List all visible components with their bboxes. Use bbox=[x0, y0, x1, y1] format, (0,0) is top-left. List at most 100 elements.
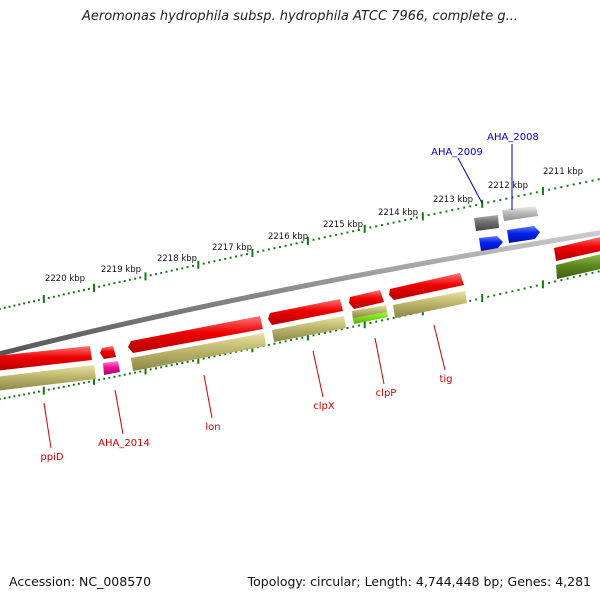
scale-dot bbox=[72, 291, 75, 294]
cds-feature-right-edge[interactable] bbox=[556, 253, 600, 279]
gene-feature-aha-2008[interactable] bbox=[502, 206, 538, 221]
gene-label-clpp[interactable]: clpP bbox=[376, 388, 397, 399]
scale-dot bbox=[579, 182, 581, 185]
gene-feature-clpp[interactable] bbox=[349, 290, 384, 309]
scale-dot bbox=[181, 362, 184, 364]
gene-feature-tig[interactable] bbox=[389, 273, 464, 300]
gene-feature-aha-2009[interactable] bbox=[474, 215, 499, 231]
scale-dot bbox=[155, 273, 157, 276]
scale-dot bbox=[186, 266, 189, 269]
scale-dot bbox=[375, 225, 378, 228]
scale-dot bbox=[585, 273, 588, 276]
scale-major-tick bbox=[541, 187, 544, 195]
scale-dot bbox=[77, 382, 80, 385]
scale-dot bbox=[346, 231, 349, 234]
gene-label-ppid[interactable]: ppiD bbox=[40, 452, 63, 463]
gene-label-clpx[interactable]: clpX bbox=[313, 401, 335, 412]
cds-feature-lon[interactable] bbox=[131, 333, 266, 371]
scale-dot bbox=[113, 375, 116, 378]
scale-dot bbox=[37, 390, 40, 393]
scale-dot bbox=[98, 285, 101, 288]
scale-dot bbox=[240, 349, 243, 352]
cds-feature-ppid[interactable] bbox=[0, 365, 96, 391]
scale-dot bbox=[262, 249, 265, 252]
gene-feature-clpx[interactable] bbox=[268, 299, 343, 325]
scale-dot bbox=[240, 254, 243, 257]
scale-dot bbox=[170, 269, 173, 272]
scale-dot bbox=[256, 250, 259, 253]
scale-dot bbox=[295, 242, 298, 245]
scale-dot bbox=[469, 299, 472, 302]
scale-dot bbox=[529, 192, 532, 195]
scale-dot bbox=[579, 274, 581, 277]
scale-dot bbox=[229, 256, 232, 259]
scale-dot bbox=[37, 299, 40, 302]
scale-label-2217: 2217 kbp bbox=[212, 243, 252, 253]
scale-dot bbox=[572, 276, 575, 279]
scale-dot bbox=[118, 281, 121, 284]
scale-dot bbox=[381, 319, 383, 322]
scale-dot bbox=[517, 288, 520, 291]
cds-feature-aha-2008[interactable] bbox=[507, 226, 540, 243]
gene-label-tig[interactable]: tig bbox=[439, 374, 452, 385]
scale-dot bbox=[318, 333, 321, 336]
cds-feature-clpp[interactable] bbox=[352, 305, 387, 318]
scale-dot bbox=[290, 243, 293, 246]
gene-feature-aha-2014[interactable] bbox=[100, 346, 116, 359]
scale-dot bbox=[47, 388, 50, 391]
scale-dot bbox=[235, 255, 238, 258]
gene-label-aha-2008[interactable]: AHA_2008 bbox=[487, 132, 539, 143]
scale-dot bbox=[410, 217, 412, 220]
gene-label-aha-2014[interactable]: AHA_2014 bbox=[98, 438, 150, 449]
scale-dot bbox=[392, 316, 395, 319]
scale-dot bbox=[103, 377, 106, 380]
scale-label-2218: 2218 kbp bbox=[157, 254, 197, 264]
scale-dot bbox=[82, 289, 85, 291]
scale-dot bbox=[235, 350, 238, 353]
gene-feature-ppid[interactable] bbox=[0, 346, 92, 371]
scale-major-tick bbox=[93, 376, 95, 385]
scale-dot bbox=[3, 397, 6, 400]
scale-dot bbox=[128, 278, 131, 281]
cds-feature-clpx[interactable] bbox=[272, 316, 346, 342]
gene-feature-lon[interactable] bbox=[128, 316, 263, 353]
scale-dot bbox=[218, 259, 221, 262]
scale-dot bbox=[572, 183, 575, 186]
cds-feature-tig[interactable] bbox=[393, 291, 467, 318]
leader-line-aha-2014 bbox=[114, 389, 124, 435]
gene-label-lon[interactable]: lon bbox=[205, 422, 220, 433]
scale-dot bbox=[18, 303, 21, 306]
scale-dot bbox=[213, 260, 216, 263]
scale-dot bbox=[329, 235, 332, 238]
map-title: Aeromonas hydrophila subsp. hydrophila A… bbox=[81, 9, 519, 24]
cds-feature-aha-2014[interactable] bbox=[103, 361, 120, 375]
scale-dot bbox=[329, 330, 332, 333]
scale-dot bbox=[123, 373, 126, 376]
cds-feature-aha-2009[interactable] bbox=[479, 236, 503, 251]
scale-dot bbox=[8, 396, 11, 399]
scale-dot bbox=[566, 277, 569, 280]
scale-dot bbox=[301, 336, 304, 339]
scale-dot bbox=[181, 267, 184, 270]
scale-dot bbox=[487, 201, 490, 204]
scale-dot bbox=[139, 370, 142, 373]
scale-dot bbox=[493, 200, 496, 203]
scale-dot bbox=[279, 246, 281, 248]
scale-dot bbox=[52, 387, 55, 390]
scale-dot bbox=[517, 195, 520, 198]
scale-dot bbox=[33, 300, 35, 303]
scale-dot bbox=[176, 268, 178, 271]
gene-label-aha-2009[interactable]: AHA_2009 bbox=[431, 147, 483, 158]
scale-dot bbox=[57, 386, 60, 389]
genome-summary: Topology: circular; Length: 4,744,448 bp… bbox=[247, 574, 591, 589]
scale-dot bbox=[535, 284, 538, 287]
leader-line-clpp bbox=[374, 337, 385, 385]
gene-feature-right-edge[interactable] bbox=[554, 236, 600, 261]
scale-dot bbox=[202, 262, 205, 265]
leader-line-tig bbox=[433, 324, 446, 371]
scale-dot bbox=[284, 244, 287, 247]
scale-dot bbox=[52, 295, 55, 298]
scale-dot bbox=[67, 384, 70, 387]
scale-dot bbox=[499, 199, 502, 201]
